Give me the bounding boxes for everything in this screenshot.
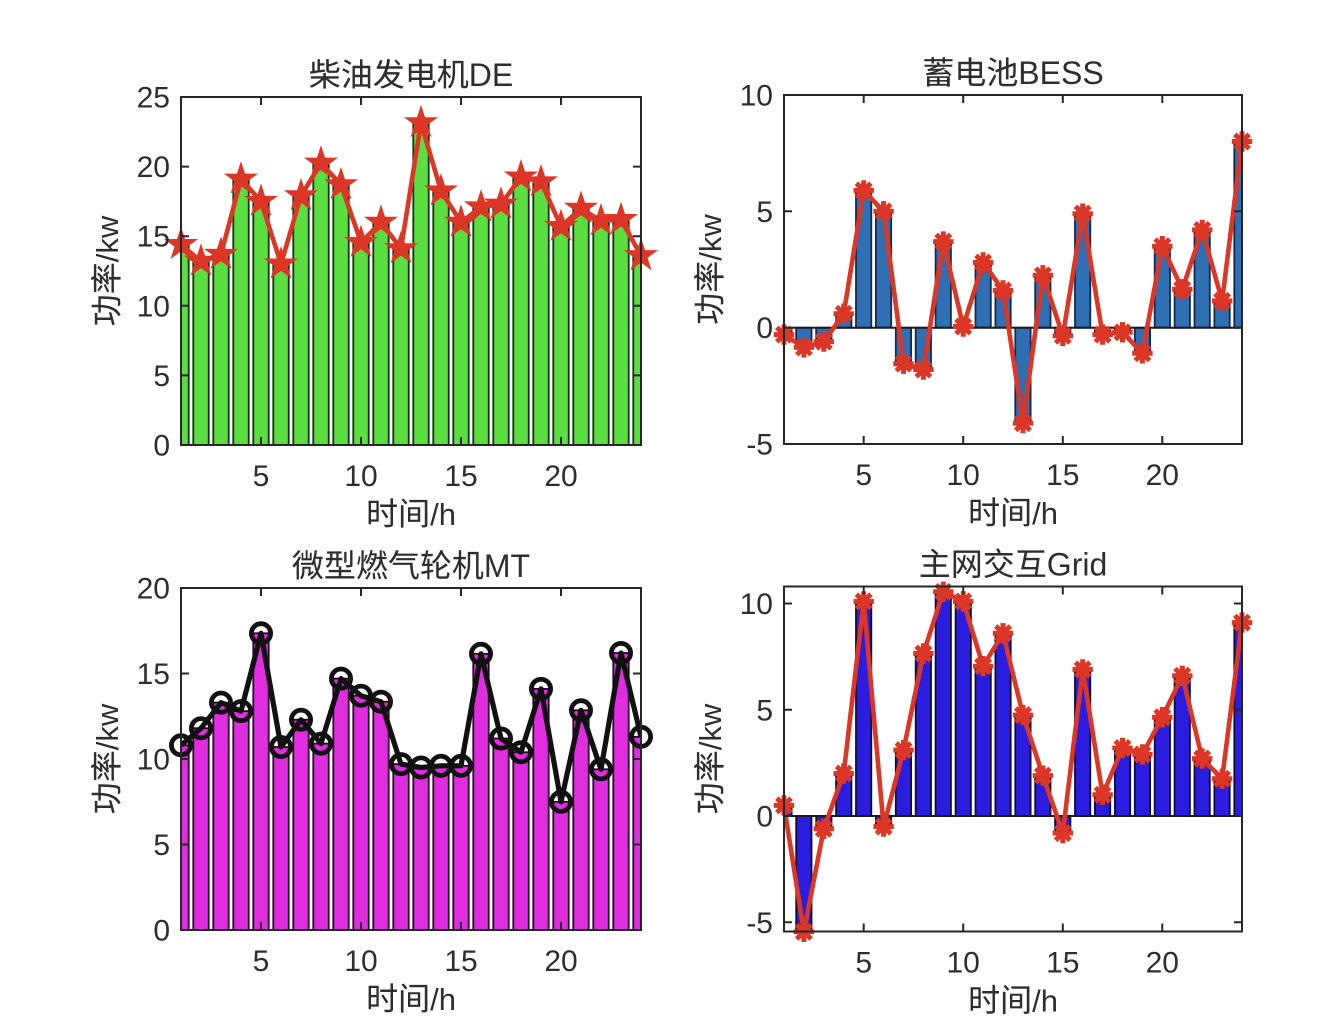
svg-text:5: 5: [855, 459, 872, 492]
svg-text:5: 5: [253, 460, 270, 493]
svg-text:5: 5: [153, 360, 170, 393]
svg-text:-5: -5: [746, 907, 773, 940]
svg-text:20: 20: [137, 151, 170, 184]
svg-text:10: 10: [344, 945, 377, 978]
svg-text:15: 15: [1046, 947, 1079, 980]
svg-text:5: 5: [756, 694, 773, 727]
svg-text:/h: /h: [1032, 496, 1058, 531]
svg-text:10: 10: [137, 290, 170, 323]
svg-text:20: 20: [1146, 459, 1179, 492]
svg-text:15: 15: [1046, 459, 1079, 492]
svg-text:/h: /h: [430, 497, 456, 532]
svg-text:/kw: /kw: [693, 703, 728, 750]
svg-text:0: 0: [756, 312, 773, 345]
svg-text:10: 10: [740, 80, 773, 113]
svg-text:Grid: Grid: [1047, 547, 1107, 583]
svg-text:DE: DE: [469, 57, 513, 93]
svg-text:25: 25: [137, 82, 170, 115]
svg-text:10: 10: [137, 744, 170, 777]
svg-text:5: 5: [855, 947, 872, 980]
svg-text:/h: /h: [1032, 984, 1058, 1019]
svg-text:5: 5: [756, 196, 773, 229]
svg-text:0: 0: [153, 430, 170, 463]
svg-text:/kw: /kw: [693, 214, 728, 261]
svg-text:15: 15: [137, 658, 170, 691]
svg-text:BESS: BESS: [1018, 55, 1103, 91]
svg-text:15: 15: [444, 945, 477, 978]
svg-text:-5: -5: [746, 429, 773, 462]
svg-text:/kw: /kw: [90, 215, 125, 262]
svg-text:/h: /h: [430, 982, 456, 1017]
svg-text:10: 10: [947, 459, 980, 492]
svg-text:10: 10: [947, 947, 980, 980]
svg-text:10: 10: [344, 460, 377, 493]
svg-text:20: 20: [1146, 947, 1179, 980]
svg-text:20: 20: [544, 945, 577, 978]
svg-text:5: 5: [153, 829, 170, 862]
svg-text:20: 20: [137, 573, 170, 606]
svg-text:15: 15: [444, 460, 477, 493]
svg-text:20: 20: [544, 460, 577, 493]
svg-text:0: 0: [756, 801, 773, 834]
svg-text:10: 10: [740, 588, 773, 621]
svg-text:0: 0: [153, 915, 170, 948]
svg-text:5: 5: [253, 945, 270, 978]
svg-text:15: 15: [137, 221, 170, 254]
svg-text:/kw: /kw: [90, 703, 125, 750]
svg-text:MT: MT: [484, 548, 530, 584]
